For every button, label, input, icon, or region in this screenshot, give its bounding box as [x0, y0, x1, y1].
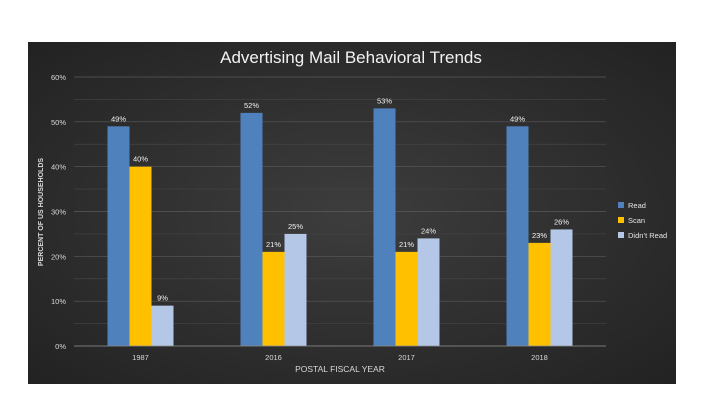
data-label: 21%	[266, 240, 281, 249]
axis-layer: 0% 10% 20% 30% 40% 50% 60% 1987 2016 2017 2018	[51, 73, 606, 362]
data-label: 49%	[111, 114, 126, 123]
bar-scan-2016	[262, 251, 285, 346]
chart-title: Advertising Mail Behavioral Trends	[220, 48, 482, 67]
bar-read-2018	[506, 126, 529, 346]
legend-swatch	[618, 232, 624, 238]
data-label: 21%	[399, 240, 414, 249]
y-tick-label: 60%	[51, 73, 66, 82]
bar-scan-1987	[129, 166, 152, 346]
bar-scan-2017	[395, 251, 418, 346]
y-tick-label: 30%	[51, 208, 66, 217]
labels-layer: 49% 40% 9% 52% 21% 25% 53% 21% 24% 49% 23% 26%	[111, 96, 569, 302]
bar-didn-t-read-1987	[151, 305, 174, 346]
data-label: 53%	[377, 96, 392, 105]
legend-label: Scan	[628, 216, 645, 225]
x-axis-title: POSTAL FISCAL YEAR	[295, 364, 385, 374]
y-tick-label: 40%	[51, 163, 66, 172]
x-tick-label: 2016	[265, 353, 282, 362]
chart-svg: Advertising Mail Behavioral Trends 49% 40…	[38, 48, 667, 374]
y-tick-label: 50%	[51, 118, 66, 127]
legend: Read Scan Didn’t Read	[618, 201, 667, 240]
bars-layer	[107, 108, 573, 346]
bar-scan-2018	[528, 242, 551, 346]
data-label: 23%	[532, 231, 547, 240]
data-label: 24%	[421, 226, 436, 235]
y-tick-label: 0%	[55, 342, 66, 351]
data-label: 40%	[133, 155, 148, 164]
data-label: 26%	[554, 217, 569, 226]
bar-read-1987	[107, 126, 130, 346]
data-label: 9%	[157, 294, 168, 303]
data-label: 52%	[244, 101, 259, 110]
x-tick-label: 2018	[531, 353, 548, 362]
x-tick-label: 1987	[132, 353, 149, 362]
bar-read-2017	[373, 108, 396, 346]
bar-didn-t-read-2017	[417, 238, 440, 346]
legend-swatch	[618, 217, 624, 223]
x-tick-label: 2017	[398, 353, 415, 362]
data-label: 49%	[510, 114, 525, 123]
y-tick-label: 20%	[51, 252, 66, 261]
legend-label: Didn’t Read	[628, 231, 667, 240]
y-axis-title: PERCENT OF US HOUSEHOLDS	[38, 158, 45, 266]
y-tick-label: 10%	[51, 297, 66, 306]
data-label: 25%	[288, 222, 303, 231]
legend-label: Read	[628, 201, 646, 210]
bar-didn-t-read-2016	[284, 233, 307, 346]
bar-read-2016	[240, 112, 263, 346]
bar-didn-t-read-2018	[550, 229, 573, 346]
chart-panel: Advertising Mail Behavioral Trends 49% 40…	[28, 42, 676, 384]
legend-swatch	[618, 202, 624, 208]
